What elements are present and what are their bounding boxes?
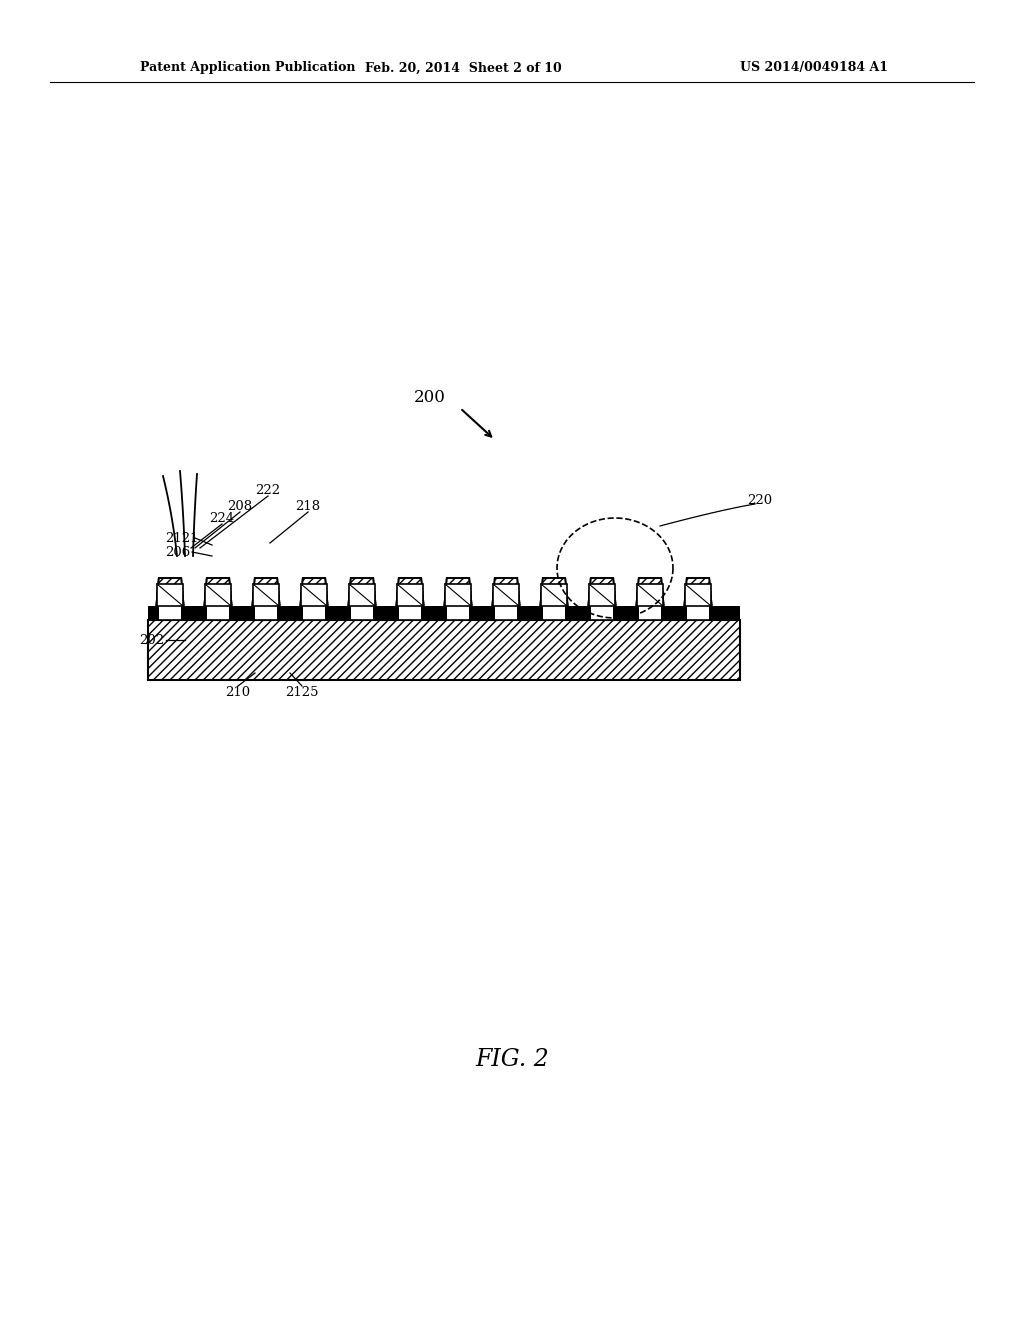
Text: 220: 220 — [748, 494, 772, 507]
Bar — [397, 583, 423, 606]
Bar — [255, 606, 278, 620]
Bar — [301, 583, 327, 606]
Bar — [543, 606, 565, 620]
Bar — [349, 583, 375, 606]
Bar — [493, 583, 519, 606]
Bar — [207, 606, 229, 620]
Bar — [639, 606, 662, 620]
Bar — [253, 583, 279, 606]
Text: 206: 206 — [165, 545, 190, 558]
Text: 208: 208 — [227, 499, 253, 512]
Bar — [687, 606, 710, 620]
Text: 2121: 2121 — [165, 532, 199, 544]
Text: 202: 202 — [139, 634, 165, 647]
Text: Feb. 20, 2014  Sheet 2 of 10: Feb. 20, 2014 Sheet 2 of 10 — [365, 62, 561, 74]
Text: 200: 200 — [414, 389, 445, 407]
Text: 210: 210 — [225, 685, 251, 698]
Bar — [637, 583, 663, 606]
Bar — [148, 606, 740, 620]
Text: FIG. 2: FIG. 2 — [475, 1048, 549, 1072]
Bar — [351, 606, 374, 620]
Bar — [495, 606, 517, 620]
Bar — [148, 620, 740, 680]
Bar — [205, 583, 231, 606]
Bar — [541, 583, 567, 606]
Bar — [685, 583, 711, 606]
Text: 222: 222 — [255, 483, 281, 496]
Text: US 2014/0049184 A1: US 2014/0049184 A1 — [740, 62, 888, 74]
Text: 218: 218 — [296, 499, 321, 512]
Bar — [446, 606, 469, 620]
Bar — [303, 606, 326, 620]
Bar — [159, 606, 181, 620]
Text: Patent Application Publication: Patent Application Publication — [140, 62, 355, 74]
Text: 224: 224 — [210, 511, 234, 524]
Bar — [148, 620, 740, 680]
Bar — [398, 606, 421, 620]
Bar — [445, 583, 471, 606]
Bar — [157, 583, 183, 606]
Bar — [589, 583, 615, 606]
Text: 2125: 2125 — [286, 685, 318, 698]
Bar — [591, 606, 613, 620]
